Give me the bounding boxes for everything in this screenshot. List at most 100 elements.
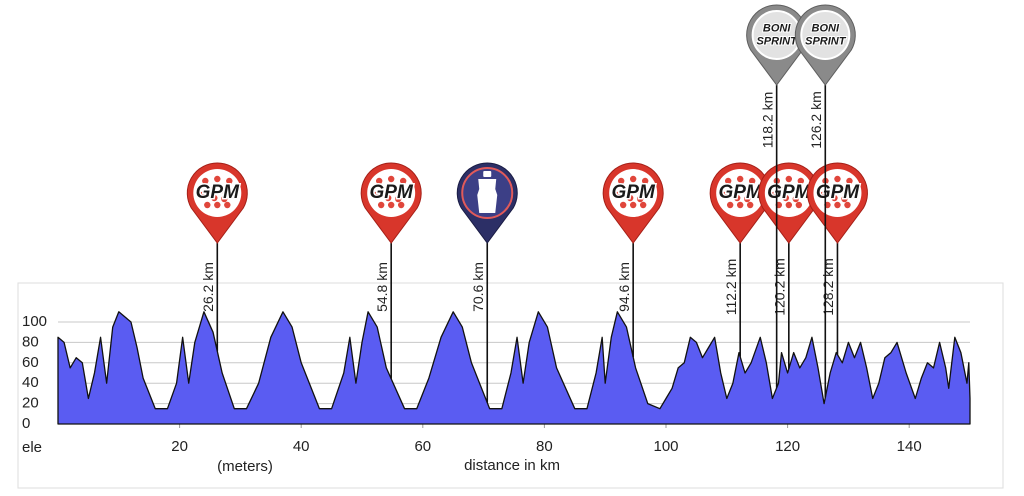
gpm-dot (375, 177, 383, 185)
gpm-dot (224, 201, 231, 209)
gpm-dot (844, 201, 851, 209)
marker-distance-label: 70.6 km (470, 262, 486, 312)
marker-icon-text: GPM (816, 182, 860, 203)
gpm-dot (372, 191, 380, 199)
gpm-dot (726, 201, 734, 209)
x-tick-label: 120 (775, 438, 800, 455)
gpm-dot (792, 195, 800, 203)
elevation-area (57, 311, 971, 425)
y-tick-label: 0 (22, 415, 30, 432)
gpm-dot (731, 186, 739, 194)
marker-icon-text: SPRINT (805, 35, 847, 47)
y-tick-label: 60 (22, 354, 39, 371)
x-tick-label: 100 (653, 438, 678, 455)
marker: 54.8 km GPM (360, 162, 422, 379)
gpm-dot (724, 177, 732, 185)
gpm-dot (399, 177, 407, 185)
marker-icon-text: GPM (196, 182, 240, 203)
gpm-dot (736, 175, 744, 183)
x-tick-label: 20 (171, 438, 188, 455)
gpm-dot (211, 194, 218, 202)
gpm-dot (209, 186, 216, 194)
gpm-dot (634, 186, 642, 194)
gpm-dot (743, 195, 751, 203)
gpm-dot (214, 201, 221, 209)
x-axis-label: distance in km (464, 457, 560, 474)
marker: 112.2 km GPM (709, 162, 771, 357)
gpm-dot (624, 186, 632, 194)
gpm-dot (741, 186, 749, 194)
gpm-dot (617, 177, 625, 185)
marker-icon-text: GPM (612, 182, 656, 203)
gpm-dot (846, 177, 853, 185)
gpm-dot (733, 194, 741, 202)
gpm-dot (829, 186, 836, 194)
marker-icon-text: BONI (812, 22, 840, 34)
gpm-dot (387, 175, 395, 183)
gpm-dot (626, 194, 634, 202)
y-axis-label: ele (22, 439, 42, 456)
marker-distance-label: 112.2 km (723, 259, 739, 316)
gpm-dot (751, 191, 759, 199)
gpm-dot (214, 175, 221, 183)
gpm-dot (795, 201, 803, 209)
gpm-dot (790, 186, 798, 194)
marker-distance-label: 128.2 km (820, 258, 836, 316)
marker: 70.6 km (456, 162, 518, 403)
marker-distance-label: 26.2 km (200, 262, 216, 312)
marker-distance-label: 94.6 km (616, 262, 632, 312)
gpm-dot (797, 177, 805, 185)
gpm-dot (849, 191, 856, 199)
gpm-dot (392, 186, 400, 194)
gpm-dot (831, 194, 838, 202)
gpm-dot (387, 201, 395, 209)
gpm-dot (746, 201, 754, 209)
y-tick-label: 40 (22, 374, 39, 391)
y-tick-label: 20 (22, 395, 39, 412)
gpm-dot (736, 201, 744, 209)
gpm-dot (834, 175, 841, 183)
bottle-cap (483, 171, 492, 177)
marker: 94.6 km GPM (602, 162, 664, 358)
x-tick-label: 140 (897, 438, 922, 455)
marker-distance-label: 126.2 km (808, 91, 824, 149)
gpm-dot (202, 177, 209, 185)
gpm-dot (839, 186, 846, 194)
gpm-dot (644, 191, 652, 199)
gpm-dot (785, 201, 793, 209)
gpm-dot (629, 175, 637, 183)
gpm-dot (614, 191, 622, 199)
marker-distance-label: 118.2 km (759, 92, 775, 149)
gpm-dot (782, 194, 790, 202)
gpm-dot (800, 191, 808, 199)
marker: 26.2 km GPM (186, 162, 248, 352)
x-tick-label: 40 (293, 438, 310, 455)
y-tick-label: 100 (22, 313, 47, 330)
gpm-dot (819, 191, 826, 199)
gpm-dot (629, 201, 637, 209)
gpm-dot (384, 194, 392, 202)
gpm-dot (641, 177, 649, 185)
gpm-dot (402, 191, 410, 199)
marker-icon-text: GPM (719, 182, 763, 203)
gpm-dot (382, 186, 390, 194)
y-tick-label: 80 (22, 333, 39, 350)
gpm-dot (841, 195, 848, 203)
plot-frame (17, 282, 1004, 489)
marker: 128.2 km GPM (807, 162, 868, 355)
gpm-dot (226, 177, 233, 185)
gpm-dot (394, 195, 402, 203)
gpm-dot (770, 191, 778, 199)
marker-icon-text: SPRINT (756, 35, 798, 47)
marker-icon-text: BONI (763, 22, 791, 34)
gpm-dot (377, 201, 385, 209)
x-tick-label: 80 (536, 438, 553, 455)
gpm-dot (221, 195, 228, 203)
y-unit-label: (meters) (217, 458, 273, 475)
bottle-body (477, 179, 498, 213)
gpm-dot (199, 191, 206, 199)
gpm-dot (619, 201, 627, 209)
